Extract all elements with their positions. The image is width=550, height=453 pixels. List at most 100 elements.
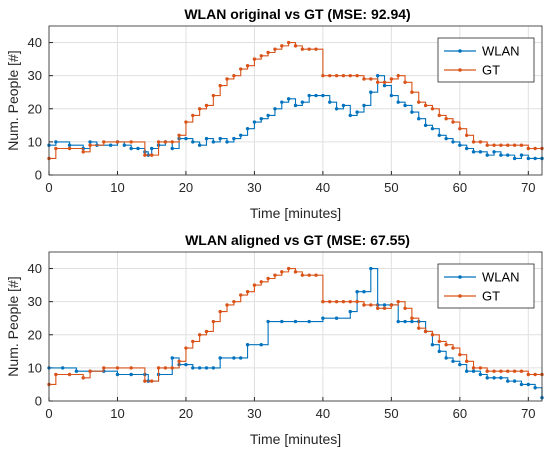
- data-point-gt: [430, 107, 435, 111]
- data-point-wlan: [499, 376, 503, 380]
- data-point-gt: [266, 276, 270, 281]
- data-point-wlan: [341, 103, 346, 108]
- data-point-gt: [143, 153, 147, 157]
- data-point-gt: [156, 366, 161, 370]
- data-point-gt: [88, 369, 92, 373]
- data-point-gt: [362, 77, 366, 81]
- data-point-gt: [348, 299, 352, 304]
- data-point-gt: [423, 103, 428, 108]
- chart-panel-2: 0 10 20 30 40 50 60 70 0 10 20 30 40 WLAN aligned vs …: [5, 232, 544, 447]
- legend-label-gt: GT: [482, 63, 500, 78]
- data-point-wlan: [389, 93, 394, 98]
- data-point-wlan: [444, 136, 448, 141]
- data-point-gt: [382, 80, 387, 84]
- data-point-gt: [245, 64, 250, 68]
- data-point-wlan: [430, 126, 435, 131]
- data-point-gt: [444, 117, 448, 121]
- data-point-gt: [334, 299, 339, 304]
- data-point-gt: [437, 339, 441, 344]
- data-point-wlan: [54, 140, 58, 144]
- data-point-wlan: [410, 110, 414, 114]
- data-point-wlan: [252, 120, 257, 124]
- y-tick-label: 0: [35, 168, 42, 183]
- data-point-gt: [519, 369, 524, 373]
- data-point-wlan: [328, 100, 332, 104]
- legend-marker-gt: [458, 294, 462, 298]
- data-point-gt: [492, 369, 496, 373]
- data-point-gt: [197, 107, 202, 111]
- data-point-wlan: [136, 146, 140, 151]
- data-point-wlan: [300, 100, 305, 104]
- data-point-gt: [355, 73, 359, 78]
- data-point-gt: [170, 140, 174, 144]
- y-tick-label: 10: [28, 360, 42, 375]
- data-point-gt: [81, 376, 85, 380]
- data-point-gt: [143, 379, 147, 383]
- data-point-gt: [396, 299, 400, 304]
- data-point-wlan: [334, 316, 339, 320]
- y-tick-label: 20: [28, 327, 42, 342]
- data-point-gt: [204, 103, 209, 108]
- data-point-wlan: [211, 140, 216, 144]
- data-point-gt: [355, 299, 359, 304]
- data-point-wlan: [430, 343, 435, 347]
- chart-panel-1: 0 10 20 30 40 50 60 70 0 10 20 30 40 WLAN original vs…: [5, 6, 544, 221]
- data-point-wlan: [492, 376, 496, 380]
- data-point-wlan: [239, 133, 243, 137]
- data-point-gt: [451, 346, 455, 350]
- y-tick-label: 30: [28, 68, 42, 83]
- data-point-wlan: [239, 356, 243, 360]
- data-point-gt: [102, 366, 106, 370]
- data-point-gt: [506, 143, 510, 147]
- data-point-gt: [471, 366, 476, 370]
- y-tick-label: 40: [28, 261, 42, 276]
- data-point-gt: [239, 67, 243, 71]
- legend: WLAN GT: [437, 37, 535, 83]
- data-point-wlan: [355, 290, 359, 294]
- data-point-gt: [102, 140, 106, 144]
- legend-label-wlan: WLAN: [482, 270, 520, 285]
- data-point-gt: [115, 140, 120, 144]
- data-point-wlan: [245, 343, 250, 347]
- data-point-wlan: [519, 382, 524, 387]
- x-tick-label: 30: [247, 180, 261, 195]
- data-point-gt: [88, 143, 92, 147]
- data-point-wlan: [259, 343, 263, 347]
- data-point-wlan: [369, 90, 373, 94]
- data-point-wlan: [211, 366, 216, 370]
- legend: WLAN GT: [437, 263, 535, 309]
- data-point-gt: [471, 140, 476, 144]
- data-point-gt: [533, 146, 537, 151]
- legend-box: [437, 37, 535, 83]
- data-point-gt: [54, 372, 58, 377]
- data-point-wlan: [129, 372, 133, 377]
- data-point-wlan: [170, 356, 174, 360]
- data-point-wlan: [526, 156, 531, 161]
- data-point-gt: [512, 143, 517, 147]
- x-tick-label: 60: [453, 406, 467, 421]
- data-point-gt: [280, 270, 284, 274]
- legend-marker-wlan: [458, 49, 462, 53]
- data-point-wlan: [348, 309, 352, 314]
- data-point-wlan: [184, 362, 188, 367]
- data-point-gt: [245, 290, 250, 294]
- data-point-gt: [280, 44, 284, 48]
- data-point-wlan: [423, 123, 428, 128]
- data-point-gt: [444, 343, 448, 347]
- data-point-gt: [403, 80, 407, 84]
- data-point-wlan: [526, 382, 531, 387]
- data-point-wlan: [266, 319, 270, 324]
- data-point-gt: [129, 366, 133, 370]
- legend-label-wlan: WLAN: [482, 44, 520, 59]
- y-tick-label: 20: [28, 101, 42, 116]
- x-tick-label: 0: [45, 180, 52, 195]
- data-point-gt: [307, 47, 311, 51]
- data-point-gt: [266, 50, 270, 55]
- data-point-gt: [273, 273, 277, 277]
- data-point-gt: [464, 359, 469, 363]
- data-point-wlan: [464, 369, 469, 373]
- chart-title: WLAN aligned vs GT (MSE: 67.55): [185, 232, 410, 248]
- data-point-wlan: [218, 136, 222, 141]
- data-point-wlan: [417, 117, 421, 121]
